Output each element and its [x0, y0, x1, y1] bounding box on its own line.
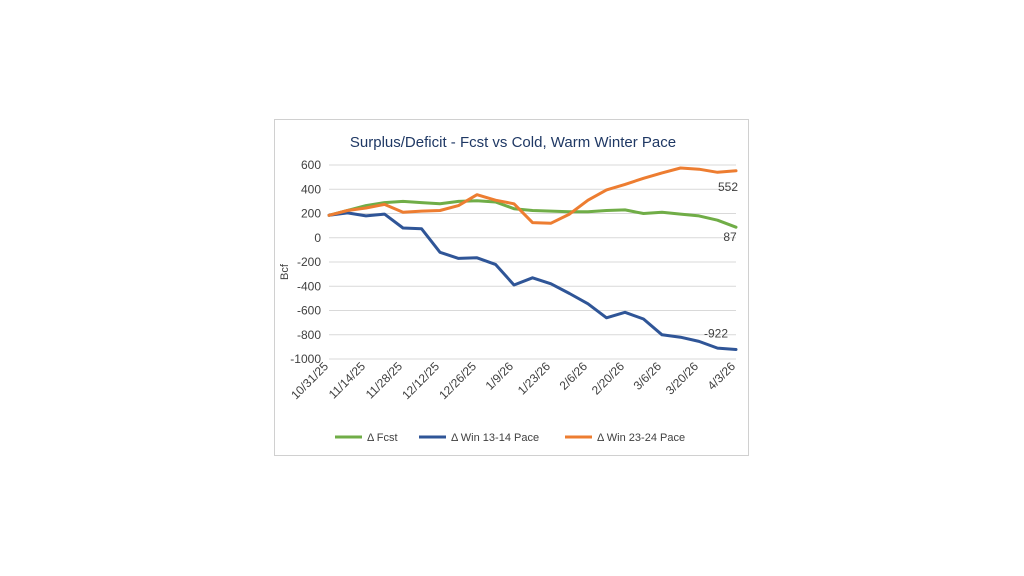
chart-frame: Surplus/Deficit - Fcst vs Cold, Warm Win…: [274, 119, 749, 456]
x-tick-label: 2/6/26: [557, 359, 591, 393]
y-tick-label: -400: [297, 279, 321, 293]
x-axis-ticks: 10/31/2511/14/2511/28/2512/12/2512/26/25…: [288, 359, 738, 402]
series-lines: [327, 166, 738, 351]
legend-label: Δ Fcst: [367, 432, 398, 444]
data-labels: 87 -922 552: [704, 180, 738, 341]
x-tick-label: 11/14/25: [326, 359, 369, 402]
data-label: -922: [704, 327, 728, 341]
y-tick-label: 400: [301, 182, 321, 196]
series-line: [327, 166, 738, 225]
y-tick-label: 600: [301, 158, 321, 172]
x-tick-label: 3/20/26: [663, 359, 701, 397]
data-label: 552: [718, 180, 738, 194]
y-axis-label: Bcf: [279, 263, 291, 280]
y-tick-label: -600: [297, 304, 321, 318]
series-line: [327, 211, 738, 351]
legend-label: Δ Win 23-24 Pace: [597, 432, 685, 444]
gridlines: [329, 164, 736, 360]
x-tick-label: 11/28/25: [363, 359, 406, 402]
chart-title: Surplus/Deficit - Fcst vs Cold, Warm Win…: [350, 134, 676, 151]
x-tick-label: 1/23/26: [515, 359, 553, 397]
data-label: 87: [723, 230, 737, 244]
y-tick-label: 0: [314, 231, 321, 245]
x-tick-label: 2/20/26: [589, 359, 627, 397]
line-chart: Surplus/Deficit - Fcst vs Cold, Warm Win…: [279, 134, 738, 444]
x-tick-label: 3/6/26: [631, 359, 665, 393]
legend-label: Δ Win 13-14 Pace: [451, 432, 539, 444]
y-tick-label: -200: [297, 255, 321, 269]
y-tick-label: 200: [301, 207, 321, 221]
series-line: [327, 199, 738, 229]
y-tick-label: -800: [297, 328, 321, 342]
x-tick-label: 1/9/26: [483, 359, 517, 393]
legend: Δ Fcst Δ Win 13-14 Pace Δ Win 23-24 Pace: [335, 432, 685, 444]
x-tick-label: 12/12/25: [399, 359, 442, 402]
y-axis-ticks: 600 400 200 0 -200 -400 -600 -800 -1000: [290, 158, 321, 366]
y-tick-label: -1000: [290, 352, 321, 366]
x-tick-label: 12/26/25: [436, 359, 479, 402]
x-tick-label: 4/3/26: [705, 359, 739, 393]
